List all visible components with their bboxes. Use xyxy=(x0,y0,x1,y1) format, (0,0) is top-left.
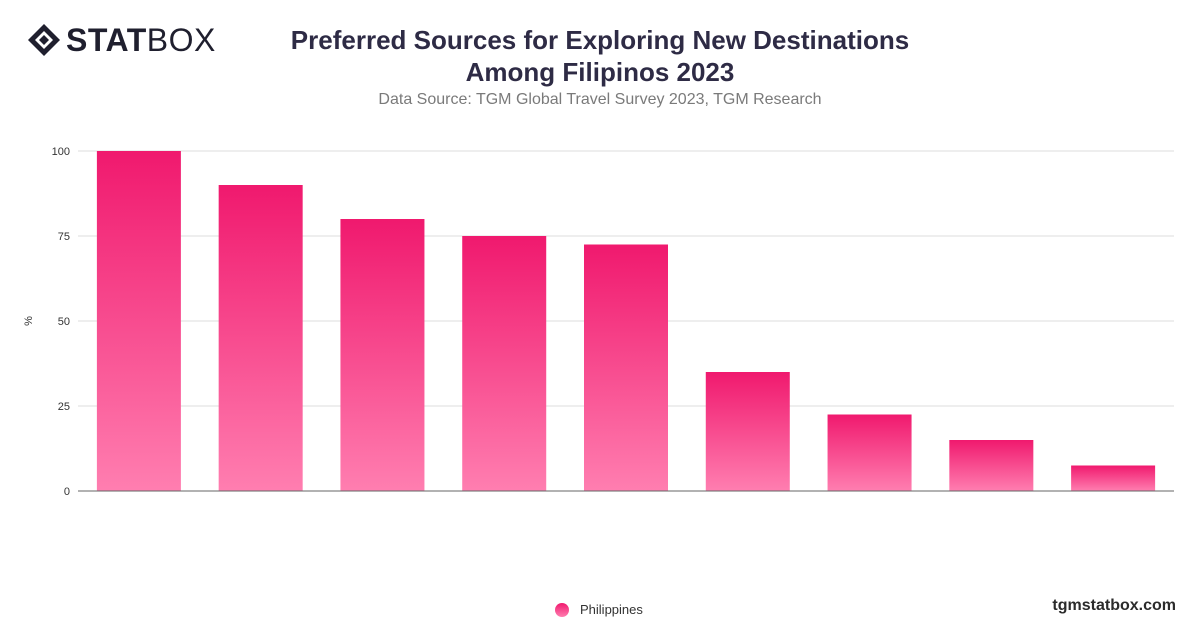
chart-title-line1: Preferred Sources for Exploring New Dest… xyxy=(290,25,910,55)
chart-subtitle: Data Source: TGM Global Travel Survey 20… xyxy=(378,91,822,108)
statbox-diamond-icon xyxy=(28,24,60,56)
y-tick-label: 75 xyxy=(58,231,70,243)
logo-text-light: BOX xyxy=(146,22,216,58)
chart-title-line2: Among Filipinos 2023 xyxy=(465,57,735,87)
bar[interactable] xyxy=(705,372,790,491)
y-tick-label: 50 xyxy=(58,316,70,328)
y-tick-label: 100 xyxy=(52,146,70,158)
chart-legend[interactable]: Philippines xyxy=(555,602,643,617)
bar[interactable] xyxy=(462,236,547,491)
logo-text-bold: STAT xyxy=(66,22,147,58)
bar[interactable] xyxy=(340,219,425,491)
bar[interactable] xyxy=(218,185,303,491)
y-tick-label: 25 xyxy=(58,401,70,413)
y-axis-label: % xyxy=(23,316,35,326)
legend-marker xyxy=(555,602,569,617)
site-credit: tgmstatbox.com xyxy=(1052,597,1176,614)
bar[interactable] xyxy=(584,244,668,492)
logo-text: STATBOX xyxy=(66,22,216,58)
bar[interactable] xyxy=(1071,465,1156,492)
bar[interactable] xyxy=(949,440,1034,491)
bar[interactable] xyxy=(827,414,912,492)
y-tick-label: 0 xyxy=(64,486,70,498)
chart-title: Preferred Sources for Exploring New Dest… xyxy=(250,24,950,88)
statbox-logo: STATBOX xyxy=(26,22,216,58)
legend-label: Philippines xyxy=(580,602,643,617)
bar[interactable] xyxy=(96,151,181,491)
